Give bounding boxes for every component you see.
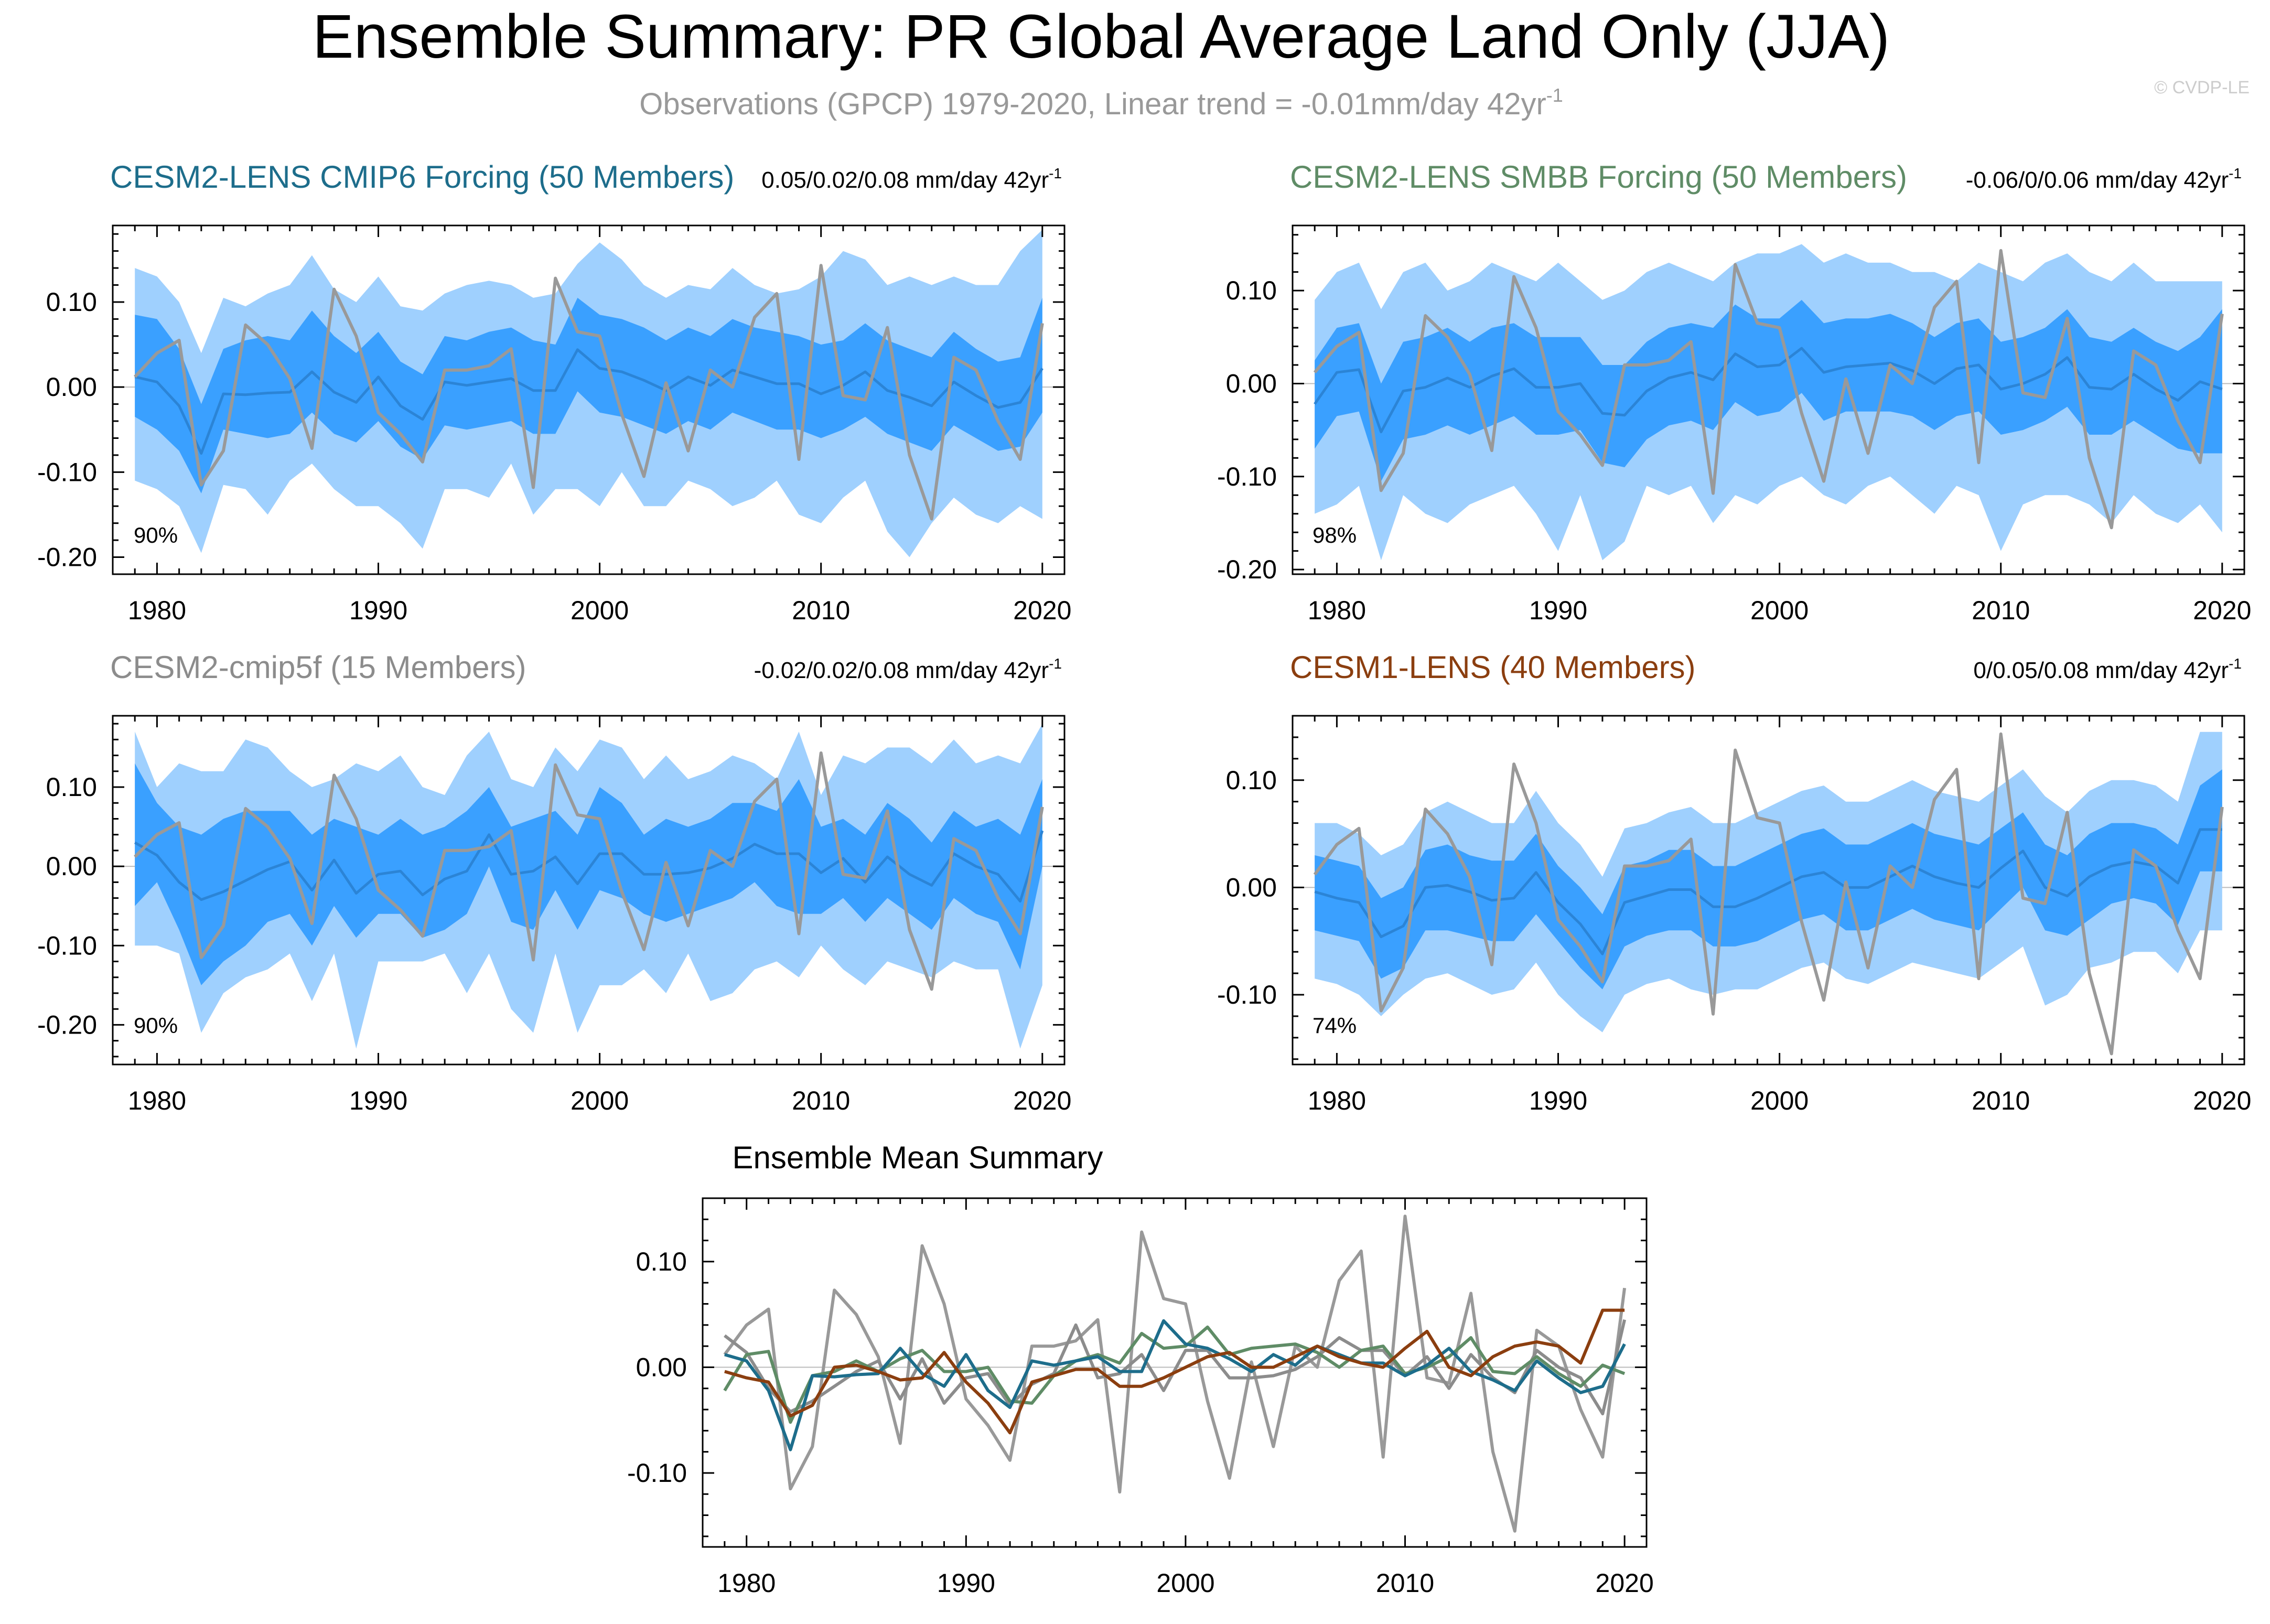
panel-3-xtick-label: 2010	[792, 1086, 850, 1115]
panel-1-ytick-label: -0.20	[37, 543, 97, 572]
panel-4-ytick-label: 0.10	[1226, 766, 1277, 795]
panel-2-ytick-label: 0.10	[1226, 276, 1277, 305]
panel-2-data-area	[1293, 244, 2244, 561]
panel-4-xtick-label: 1990	[1529, 1086, 1587, 1115]
panel-3-percent: 90%	[134, 1013, 178, 1038]
watermark: © CVDP-LE	[2154, 78, 2250, 98]
panel-2-ytick-label: 0.00	[1226, 369, 1277, 398]
panel-2-ensemble-mean-line	[1314, 347, 2223, 434]
panel-5-ytick-label: -0.10	[627, 1458, 687, 1488]
panel-1-xtick-label: 1980	[128, 596, 186, 625]
panel-1-xtick-label: 2000	[571, 596, 629, 625]
panel-1-plot: 1980 1990 2000 2010 2020 -0.20 -0.10 0.00 0.10	[37, 224, 1071, 625]
panel-3-ensemble-mean-line	[134, 830, 1044, 903]
panel-1-p10-p90-band	[135, 297, 1042, 493]
panel-5-xtick-label: 1990	[937, 1568, 995, 1598]
panel-4-ensemble-mean-line	[1314, 828, 2222, 955]
panel-5-xtick-label: 2010	[1376, 1568, 1434, 1598]
panel-5-xtick-label: 1980	[717, 1568, 776, 1598]
panel-3-ytick-label: -0.20	[37, 1010, 97, 1039]
panel-4-xtick-label: 2000	[1750, 1086, 1809, 1115]
panel-3-title: CESM2-cmip5f (15 Members)	[110, 650, 526, 685]
panel-5-plot: 1980 1990 2000 2010 2020 -0.10 0.00 0.10	[627, 1197, 1654, 1598]
panel-3-ytick-label: 0.00	[46, 852, 97, 881]
panel-2-title: CESM2-LENS SMBB Forcing (50 Members)	[1290, 159, 1907, 195]
panel-4-trend: 0/0.05/0.08 mm/day 42yr-1	[1973, 655, 2242, 683]
figure-subtitle: Observations (GPCP) 1979-2020, Linear tr…	[639, 84, 1563, 121]
figure-title: Ensemble Summary: PR Global Average Land…	[313, 2, 1890, 71]
panel-5-line-cesm1-lens	[724, 1308, 1625, 1435]
panel-3-observations-line	[134, 751, 1044, 991]
panel-4-frame	[1292, 715, 2245, 1066]
panel-4-ytick-label: -0.10	[1217, 980, 1277, 1009]
panel-2-percent: 98%	[1312, 523, 1357, 547]
panel-1-frame	[112, 224, 1066, 575]
panel-1-title: CESM2-LENS CMIP6 Forcing (50 Members)	[110, 159, 734, 195]
bottom-panel-title: Ensemble Mean Summary	[733, 1140, 1103, 1175]
panel-3-data-area	[113, 724, 1064, 1049]
panel-5-ytick-label: 0.10	[636, 1247, 687, 1276]
panel-1-ytick-label: 0.00	[46, 372, 97, 402]
panel-1-data-area	[113, 230, 1064, 557]
panel-3-ytick-label: 0.10	[46, 772, 97, 802]
panel-1-observations-line	[134, 264, 1044, 521]
panel-3-p10-p90-band	[135, 763, 1042, 985]
panel-1-xtick-label: 2020	[1013, 596, 1071, 625]
panel-5-frame	[702, 1197, 1648, 1548]
panel-5-ytick-label: 0.00	[636, 1352, 687, 1382]
panel-2-observations-line	[1313, 249, 2224, 530]
panel-1-xtick-label: 2010	[792, 596, 850, 625]
plots-layer: 1980 1990 2000 2010 2020-0.20-0.100.000.1019…	[37, 224, 2251, 1598]
panel-2-frame	[1292, 224, 2245, 575]
panel-3-ytick-label: -0.10	[37, 931, 97, 960]
panel-5-xtick-label: 2020	[1596, 1568, 1654, 1598]
panel-4-percent: 74%	[1312, 1013, 1357, 1038]
panel-2-trend: -0.06/0/0.06 mm/day 42yr-1	[1966, 165, 2242, 193]
panel-4-plot: 1980 1990 2000 2010 2020 -0.10 0.00 0.10	[1217, 715, 2251, 1115]
panel-1-xtick-label: 1990	[349, 596, 407, 625]
panel-4-ytick-label: 0.00	[1226, 873, 1277, 902]
panel-4-xtick-label: 2020	[2193, 1086, 2251, 1115]
panel-4-xtick-label: 1980	[1308, 1086, 1366, 1115]
panel-4-observations-line	[1313, 732, 2224, 1056]
panel-1-ytick-label: 0.10	[46, 287, 97, 317]
panel-3-plot: 1980 1990 2000 2010 2020 -0.20 -0.10 0.00 0.10	[37, 715, 1071, 1115]
panel-2-xtick-label: 2020	[2193, 596, 2251, 625]
panel-2-xtick-label: 2000	[1750, 596, 1809, 625]
panel-3-xtick-label: 1980	[128, 1086, 186, 1115]
panel-4-p10-p90-band	[1315, 769, 2222, 990]
panel-2-xtick-label: 1990	[1529, 596, 1587, 625]
panel-4-data-area	[1293, 732, 2244, 1056]
panel-2-ytick-label: -0.20	[1217, 555, 1277, 584]
panel-5-line-observations-gpcp	[723, 1214, 1627, 1533]
panel-1-trend: 0.05/0.02/0.08 mm/day 42yr-1	[761, 165, 1062, 193]
panel-2-xtick-label: 2010	[1972, 596, 2030, 625]
panel-1-ensemble-mean-line	[134, 348, 1043, 455]
panel-4-xtick-label: 2010	[1972, 1086, 2030, 1115]
panel-3-trend: -0.02/0.02/0.08 mm/day 42yr-1	[754, 655, 1062, 683]
panel-3-xtick-label: 1990	[349, 1086, 407, 1115]
panel-3-xtick-label: 2000	[571, 1086, 629, 1115]
panel-2-plot: 1980 1990 2000 2010 2020 -0.20 -0.10 0.00 0.10	[1217, 224, 2251, 625]
panel-5-xtick-label: 2000	[1156, 1568, 1214, 1598]
panel-5-line-cesm2-cmip5f	[724, 1319, 1627, 1416]
panel-1-ytick-label: -0.10	[37, 457, 97, 487]
panel-4-title: CESM1-LENS (40 Members)	[1290, 650, 1696, 685]
panel-5-data-area	[703, 1214, 1647, 1533]
panel-2-xtick-label: 1980	[1308, 596, 1366, 625]
panel-3-frame	[112, 715, 1066, 1066]
panel-2-ytick-label: -0.10	[1217, 462, 1277, 491]
panel-1-percent: 90%	[134, 523, 178, 547]
panel-3-xtick-label: 2020	[1013, 1086, 1071, 1115]
